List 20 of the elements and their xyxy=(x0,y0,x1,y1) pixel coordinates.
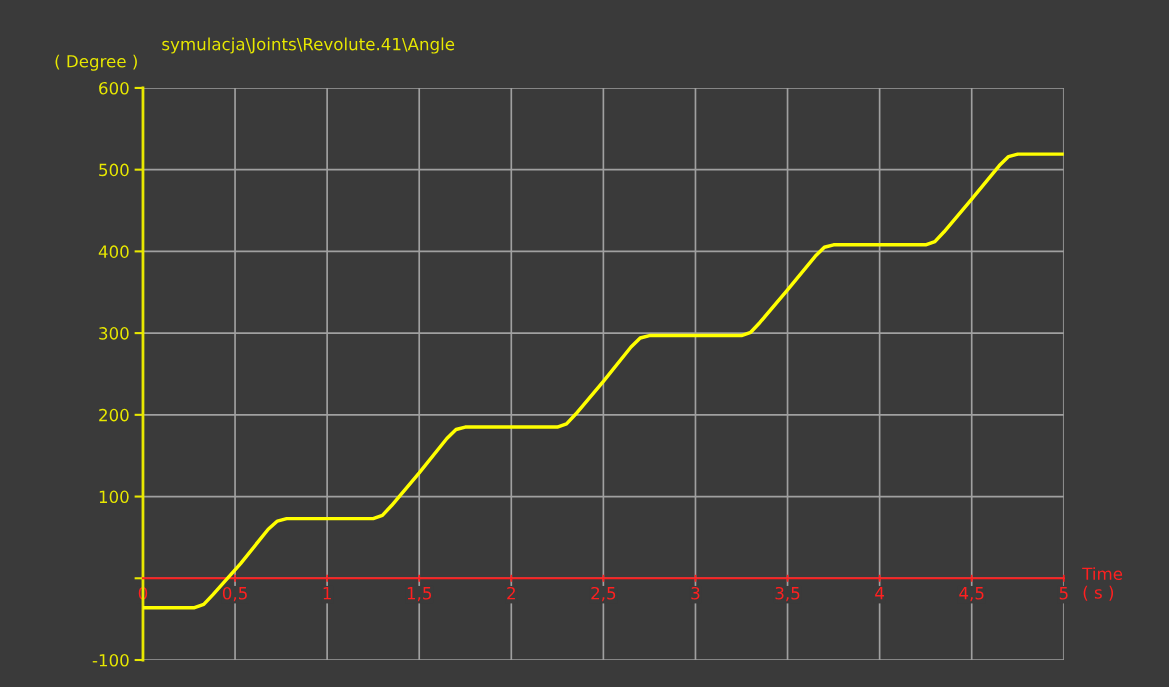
y-axis-title: ( Degree ) xyxy=(55,54,137,71)
x-axis-title: Time ( s ) xyxy=(1082,567,1123,601)
y-tick-label: 300 xyxy=(99,327,129,340)
x-tick-label: 3,5 xyxy=(775,586,800,602)
x-tick-label: 4 xyxy=(875,587,884,600)
x-tick-label: 1,5 xyxy=(407,587,432,602)
y-tick-label: 200 xyxy=(99,408,129,422)
x-tick-label: 2,5 xyxy=(591,586,616,602)
chart-title: symulacja\Joints\Revolute.41\Angle xyxy=(162,37,455,54)
x-tick-label: 5 xyxy=(1059,587,1068,600)
x-tick-label: 4,5 xyxy=(959,587,984,602)
x-tick-label: 1 xyxy=(323,587,331,600)
x-tick-label: 0,5 xyxy=(222,586,247,602)
y-tick-label: 400 xyxy=(98,245,129,258)
y-tick-label: 600 xyxy=(99,81,129,95)
x-tick-label: 3 xyxy=(691,586,700,600)
y-tick-label: 100 xyxy=(99,490,129,504)
y-tick-label: 500 xyxy=(99,163,129,177)
x-tick-label: 2 xyxy=(507,586,515,600)
y-tick-label: -100 xyxy=(92,653,129,667)
